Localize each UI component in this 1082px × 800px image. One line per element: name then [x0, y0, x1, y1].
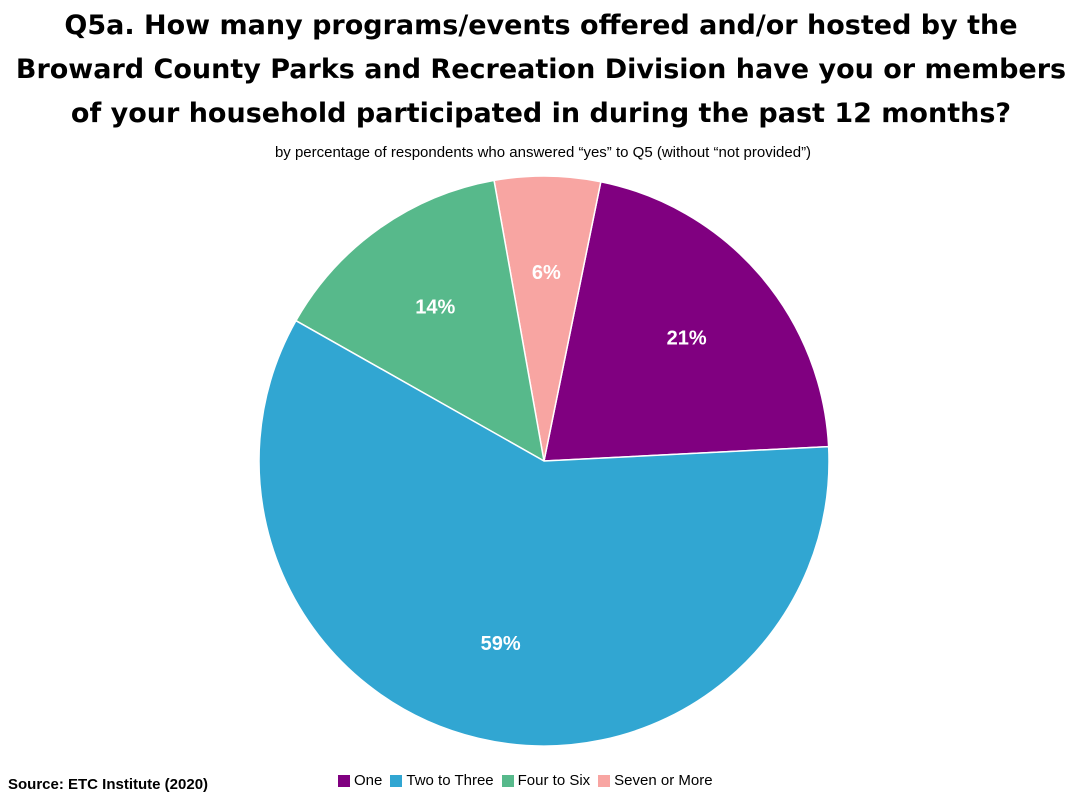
slice-label-four-to-six: 14%: [415, 297, 455, 319]
legend-label-seven-or-more: Seven or More: [614, 772, 713, 789]
legend-swatch-one: [338, 775, 350, 787]
source-note: Source: ETC Institute (2020): [8, 776, 209, 793]
legend-label-four-to-six: Four to Six: [517, 772, 591, 789]
chart-subtitle: by percentage of respondents who answere…: [274, 144, 812, 161]
pie-slice-two-to-three: [258, 319, 830, 747]
legend-label-two-to-three: Two to Three: [406, 772, 494, 789]
legend-item-seven-or-more: Seven or More: [598, 771, 713, 791]
legend: One Two to Three Four to Six Seven or Mo…: [338, 771, 713, 791]
chart-title-line-3: of your household participated in during…: [70, 98, 1012, 129]
pie-slice-four-to-six: [295, 179, 545, 462]
pie-slice-one: [543, 180, 830, 462]
chart-title: Q5a. How many programs/events offered an…: [0, 4, 1082, 136]
slice-label-two-to-three: 59%: [481, 633, 521, 655]
legend-label-one: One: [354, 772, 383, 789]
legend-item-one: One: [338, 771, 382, 791]
chart-title-line-2: Broward County Parks and Recreation Divi…: [15, 54, 1067, 85]
legend-swatch-seven-or-more: [598, 775, 611, 787]
legend-item-two-to-three: Two to Three: [390, 771, 494, 791]
slice-label-seven-or-more: 6%: [532, 262, 561, 284]
legend-swatch-two-to-three: [390, 775, 403, 787]
chart-title-line-1: Q5a. How many programs/events offered an…: [64, 10, 1018, 41]
slice-label-one: 21%: [667, 327, 707, 349]
legend-item-four-to-six: Four to Six: [501, 771, 591, 791]
legend-swatch-four-to-six: [501, 775, 514, 787]
